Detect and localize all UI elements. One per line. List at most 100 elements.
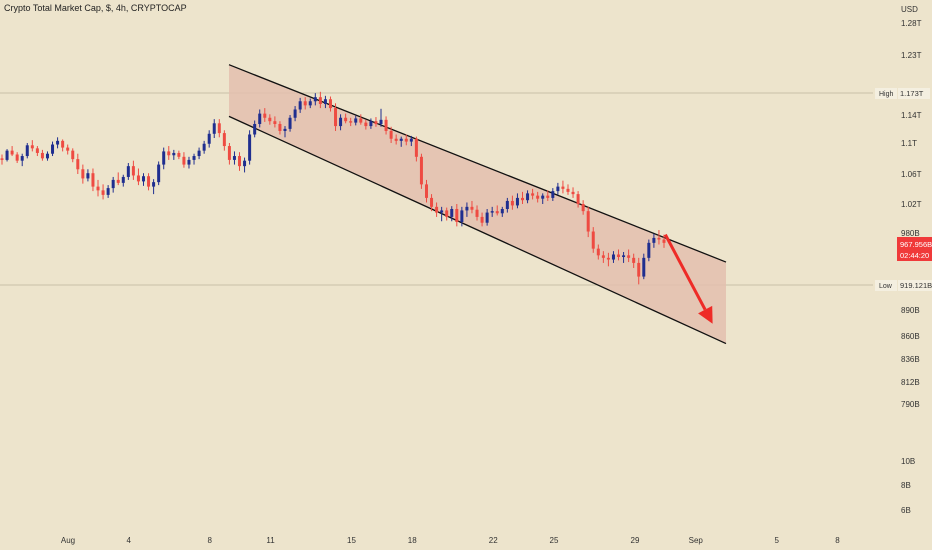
candle-body <box>253 123 257 135</box>
candle <box>445 207 449 221</box>
candle-body <box>374 121 378 124</box>
candle <box>278 121 282 135</box>
candle <box>232 151 236 165</box>
candle <box>404 134 408 146</box>
candle-body <box>51 144 55 154</box>
price-axis[interactable]: USD 1.28T 1.23T 1.14T 1.1T 1.06T 1.02T 980B 890B… <box>901 5 922 515</box>
x-tick-label: 18 <box>408 536 417 545</box>
candle <box>35 146 39 157</box>
candle <box>556 182 560 195</box>
channel-upper-line[interactable] <box>228 64 727 263</box>
candle <box>126 163 130 180</box>
low-label: Low <box>879 283 893 290</box>
candle <box>313 93 317 106</box>
candle <box>394 134 398 145</box>
candle-body <box>419 156 423 185</box>
x-tick-label: 4 <box>127 536 132 545</box>
candle-body <box>273 121 277 124</box>
candle-body <box>485 212 489 223</box>
current-price-badge <box>897 237 932 261</box>
candle-body <box>172 152 176 156</box>
time-axis[interactable]: Aug 4 8 11 15 18 22 25 29 Sep 5 8 <box>61 536 840 545</box>
candle-body <box>495 211 499 214</box>
candle-body <box>546 195 550 198</box>
candle <box>288 115 292 132</box>
candle <box>354 115 358 126</box>
candle <box>485 208 489 226</box>
candle-body <box>177 152 181 157</box>
candle <box>627 249 631 263</box>
candle-body <box>157 164 161 183</box>
candle <box>192 153 196 165</box>
candle-body <box>187 159 191 165</box>
candle <box>430 194 434 212</box>
x-tick-label: 15 <box>347 536 356 545</box>
x-tick-label: 8 <box>835 536 840 545</box>
x-tick-label: Aug <box>61 536 75 545</box>
candle <box>526 190 530 204</box>
candle <box>470 200 474 214</box>
candle <box>20 153 24 167</box>
candle-body <box>510 200 514 206</box>
candle <box>384 116 388 135</box>
candle <box>283 126 287 138</box>
candle-body <box>30 145 34 149</box>
candle <box>596 244 600 260</box>
candle <box>374 117 378 127</box>
candle-body <box>278 123 282 131</box>
y-tick-label: 1.06T <box>901 170 922 179</box>
candle <box>601 251 605 263</box>
candle <box>637 257 641 285</box>
candle <box>541 193 545 204</box>
candle <box>152 179 156 195</box>
candle-body <box>480 216 484 223</box>
candle-body <box>515 197 519 206</box>
candle-body <box>152 182 156 187</box>
y-tick-label: 790B <box>901 400 920 409</box>
candle <box>490 206 494 217</box>
candle <box>652 233 656 248</box>
candle-body <box>268 117 272 122</box>
candle-body <box>227 146 231 160</box>
candle-body <box>556 186 560 192</box>
candle <box>5 149 9 162</box>
candle-body <box>66 147 70 151</box>
candle-body <box>394 138 398 141</box>
candle <box>147 173 151 191</box>
candle <box>591 227 595 253</box>
candle <box>440 206 444 222</box>
candle-body <box>652 237 656 243</box>
candle <box>86 169 90 182</box>
candle-body <box>86 173 90 179</box>
candle <box>581 200 585 215</box>
arrow-shaft <box>664 233 707 311</box>
channel-lower-line[interactable] <box>228 115 727 345</box>
candle-body <box>465 206 469 211</box>
candle-body <box>440 210 444 213</box>
candle <box>339 114 343 131</box>
candle-body <box>61 140 65 148</box>
y-tick-label: 1.14T <box>901 111 922 120</box>
candle-body <box>56 140 60 145</box>
candle-body <box>91 173 95 187</box>
candle-body <box>571 191 575 195</box>
candle-body <box>586 211 590 232</box>
candle-body <box>298 101 302 110</box>
low-value-box <box>898 280 932 291</box>
high-value-box <box>898 88 930 99</box>
arrow-head <box>698 305 713 324</box>
candle-body <box>596 248 600 256</box>
candle <box>121 174 125 187</box>
current-price: 967.956B <box>900 240 932 249</box>
candle <box>202 140 206 154</box>
candle-body <box>293 109 297 118</box>
countdown: 02:44:20 <box>900 251 929 260</box>
candle <box>318 91 322 109</box>
candle <box>136 168 140 186</box>
candle <box>399 136 403 147</box>
candle <box>167 146 171 160</box>
candle-body <box>622 255 626 258</box>
candle <box>414 136 418 162</box>
x-tick-label: 11 <box>266 536 275 545</box>
